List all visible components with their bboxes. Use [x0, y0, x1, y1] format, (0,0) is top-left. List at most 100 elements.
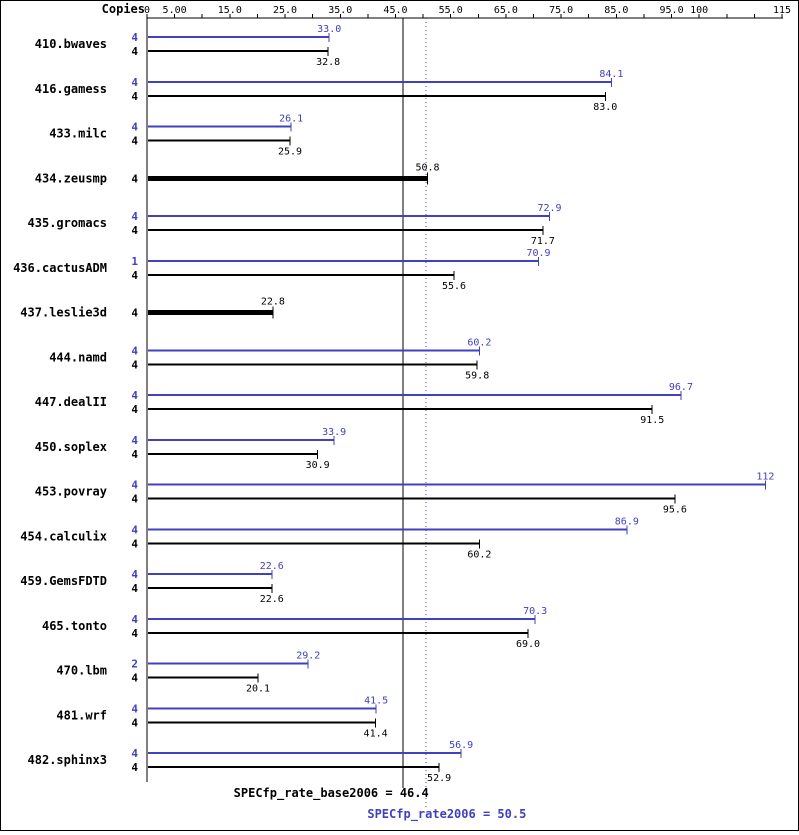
base-copies: 4: [131, 403, 138, 416]
base-copies: 4: [131, 358, 138, 371]
peak-copies: 1: [131, 255, 138, 268]
benchmark-label: 444.namd: [49, 350, 107, 364]
axis-tick-label: 95.0: [660, 5, 684, 16]
peak-copies: 4: [131, 76, 138, 89]
axis-tick-label: 45.0: [383, 5, 407, 16]
benchmark-label: 416.gamess: [35, 82, 107, 96]
benchmark-label: 459.GemsFDTD: [20, 574, 107, 588]
peak-value: 41.5: [364, 695, 388, 706]
peak-value: 112: [756, 472, 774, 483]
peak-value: 56.9: [449, 740, 473, 751]
base-copies: 4: [131, 307, 138, 320]
peak-value: 33.9: [322, 427, 346, 438]
base-value: 71.7: [531, 236, 555, 247]
base-value: 22.8: [261, 297, 285, 308]
base-copies: 4: [131, 269, 138, 282]
peak-copies: 4: [131, 747, 138, 760]
peak-copies: 4: [131, 479, 138, 492]
axis-tick-label: 35.0: [328, 5, 352, 16]
base-value: 55.6: [442, 281, 466, 292]
base-value: 60.2: [467, 549, 491, 560]
peak-copies: 4: [131, 121, 138, 134]
base-value: 69.0: [516, 639, 540, 650]
axis-tick-label: 100: [690, 5, 708, 16]
axis-tick-label: 15.0: [218, 5, 242, 16]
peak-value: 26.1: [279, 114, 303, 125]
benchmark-label: 481.wrf: [56, 708, 107, 722]
benchmark-label: 465.tonto: [42, 619, 107, 633]
axis-tick-label: 5.00: [163, 5, 187, 16]
benchmark-label: 482.sphinx3: [28, 753, 107, 767]
benchmark-label: 450.soplex: [35, 440, 107, 454]
axis-tick-label: 25.0: [273, 5, 297, 16]
axis-tick-label: 115: [773, 5, 791, 16]
peak-copies: 4: [131, 613, 138, 626]
base-copies: 4: [131, 672, 138, 685]
benchmark-label: 437.leslie3d: [20, 306, 107, 320]
peak-copies: 4: [131, 702, 138, 715]
base-value: 41.4: [364, 728, 388, 739]
base-copies: 4: [131, 582, 138, 595]
peak-copies: 4: [131, 568, 138, 581]
base-value: 25.9: [278, 147, 302, 158]
base-copies: 4: [131, 224, 138, 237]
peak-value: 22.6: [260, 561, 284, 572]
base-copies: 4: [131, 716, 138, 729]
base-mean-label: SPECfp_rate_base2006 = 46.4: [234, 786, 429, 801]
axis-tick-label: 75.0: [549, 5, 573, 16]
base-copies: 4: [131, 627, 138, 640]
peak-value: 86.9: [615, 516, 639, 527]
base-copies: 4: [131, 493, 138, 506]
benchmark-label: 436.cactusADM: [13, 261, 107, 275]
benchmark-label: 454.calculix: [20, 529, 107, 543]
peak-value: 70.3: [523, 606, 547, 617]
axis-tick-label: 65.0: [494, 5, 518, 16]
base-value: 83.0: [593, 102, 617, 113]
base-value: 30.9: [306, 460, 330, 471]
benchmark-label: 435.gromacs: [28, 216, 107, 230]
peak-value: 72.9: [537, 203, 561, 214]
peak-copies: 4: [131, 210, 138, 223]
peak-copies: 4: [131, 434, 138, 447]
base-copies: 4: [131, 761, 138, 774]
base-value: 91.5: [640, 415, 664, 426]
benchmark-label: 433.milc: [49, 127, 107, 141]
axis-tick-label: 85.0: [604, 5, 628, 16]
benchmark-label: 453.povray: [35, 485, 107, 499]
peak-value: 33.0: [317, 24, 341, 35]
peak-mean-label: SPECfp_rate2006 = 50.5: [367, 807, 526, 822]
benchmark-label: 410.bwaves: [35, 37, 107, 51]
base-copies: 4: [131, 448, 138, 461]
benchmark-label: 434.zeusmp: [35, 171, 107, 185]
peak-copies: 4: [131, 31, 138, 44]
base-value: 52.9: [427, 773, 451, 784]
base-copies: 4: [131, 90, 138, 103]
axis-tick-label: 0: [144, 5, 150, 16]
benchmark-label: 447.dealII: [35, 395, 107, 409]
peak-value: 70.9: [526, 248, 550, 259]
peak-value: 60.2: [467, 337, 491, 348]
copies-header: Copies: [102, 2, 145, 16]
peak-value: 96.7: [669, 382, 693, 393]
axis-tick-label: 55.0: [439, 5, 463, 16]
peak-copies: 4: [131, 523, 138, 536]
peak-copies: 2: [131, 658, 138, 671]
peak-copies: 4: [131, 344, 138, 357]
base-value: 22.6: [260, 594, 284, 605]
base-value: 50.8: [415, 162, 439, 173]
benchmark-label: 470.lbm: [56, 664, 107, 678]
base-copies: 4: [131, 537, 138, 550]
peak-value: 84.1: [599, 69, 623, 80]
peak-value: 29.2: [296, 651, 320, 662]
base-value: 32.8: [316, 57, 340, 68]
base-value: 59.8: [465, 370, 489, 381]
base-copies: 4: [131, 135, 138, 148]
base-copies: 4: [131, 45, 138, 58]
base-value: 20.1: [246, 684, 270, 695]
peak-copies: 4: [131, 389, 138, 402]
base-copies: 4: [131, 172, 138, 185]
base-value: 95.6: [663, 505, 687, 516]
